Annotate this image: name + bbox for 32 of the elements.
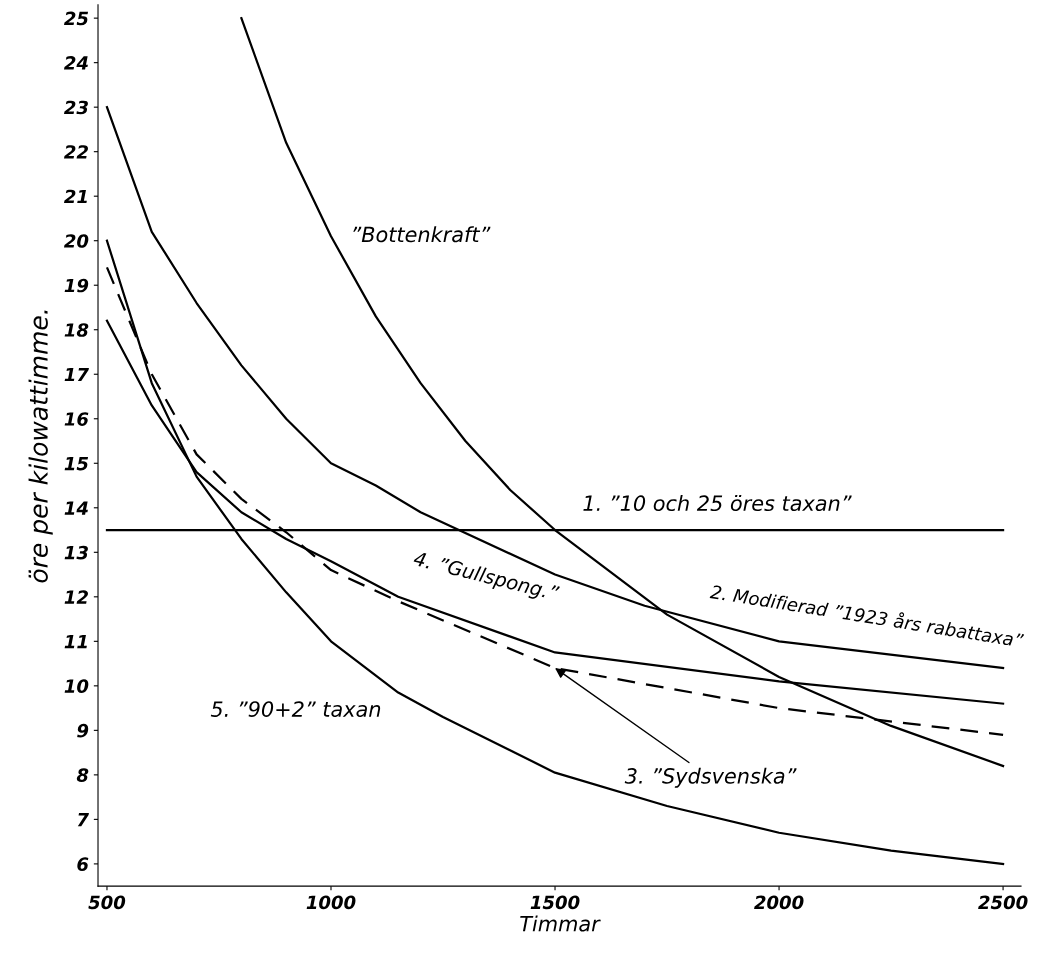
series-label: 1. ”10 och 25 öres taxan” bbox=[583, 494, 852, 512]
y-tick-label: 6 bbox=[77, 857, 89, 872]
y-tick-label: 10 bbox=[64, 679, 89, 693]
y-tick-label: 15 bbox=[64, 456, 89, 471]
y-tick-label: 17 bbox=[64, 367, 89, 382]
y-tick-label: 11 bbox=[64, 635, 87, 649]
x-tick-label: 500 bbox=[88, 895, 126, 910]
x-axis-title: Timmar bbox=[520, 915, 601, 932]
y-axis-title: öre per kilowattimme. bbox=[28, 310, 53, 583]
y-tick-label: 25 bbox=[64, 11, 89, 26]
y-tick-label: 9 bbox=[77, 723, 89, 738]
y-tick-label: 14 bbox=[64, 501, 88, 515]
text: 3. ”Sydsvenska” bbox=[624, 767, 797, 788]
series-label: ”Bottenkraft” bbox=[353, 226, 491, 243]
y-tick-label: 24 bbox=[64, 56, 88, 70]
y-tick-label: 18 bbox=[64, 323, 89, 337]
y-tick-label: 12 bbox=[64, 590, 88, 604]
x-tick-label: 2000 bbox=[754, 895, 804, 910]
text: 2. Modifierad ”1923 års rabattaxa” bbox=[709, 582, 1025, 648]
y-tick-label: 22 bbox=[64, 145, 88, 159]
y-tick-label: 21 bbox=[64, 189, 87, 204]
y-tick-label: 23 bbox=[64, 100, 88, 115]
x-tick-label: 1500 bbox=[530, 895, 580, 910]
y-tick-label: 16 bbox=[64, 412, 89, 426]
x-tick-label: 1000 bbox=[306, 895, 356, 910]
x-tick-label: 2500 bbox=[978, 895, 1028, 910]
y-tick-label: 19 bbox=[64, 278, 89, 293]
y-tick-label: 13 bbox=[64, 545, 88, 560]
y-tick-label: 8 bbox=[76, 768, 89, 782]
y-tick-label: 7 bbox=[77, 813, 89, 827]
series-label: 5. ”90+2” taxan bbox=[210, 701, 381, 717]
y-tick-label: 20 bbox=[64, 234, 89, 248]
